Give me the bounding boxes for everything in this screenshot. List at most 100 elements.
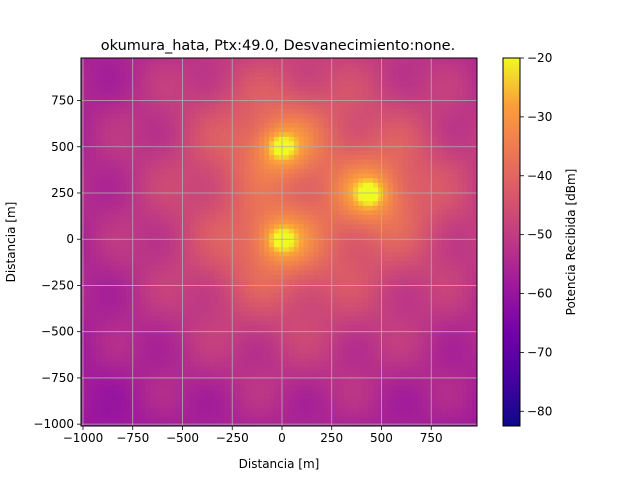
heatmap-cell [120,334,127,340]
heatmap-cell [323,163,330,169]
heatmap-cell [234,361,240,367]
heatmap-cell [234,209,240,215]
heatmap-cell [333,205,339,211]
heatmap-cell [259,361,265,367]
heatmap-cell [353,145,359,151]
heatmap-cell [358,292,364,298]
heatmap-cell [189,246,196,252]
heatmap-cell [150,205,156,211]
heatmap-cell [85,140,92,146]
heatmap-cell [189,274,196,280]
heatmap-cell [175,108,181,114]
heatmap-cell [328,154,335,160]
heatmap-cell [120,205,127,211]
heatmap-cell [100,288,107,294]
heatmap-cell [298,136,305,142]
heatmap-cell [338,140,344,146]
heatmap-cell [120,306,127,312]
heatmap-cell [298,389,305,395]
heatmap-cell [125,366,132,372]
heatmap-cell [110,150,117,156]
heatmap-cell [283,380,290,386]
heatmap-cell [363,58,369,64]
heatmap-cell [269,81,275,87]
heatmap-cell [199,182,206,188]
heatmap-cell [160,246,166,252]
heatmap-cell [100,99,107,105]
heatmap-cell [115,343,122,349]
heatmap-cell [160,177,166,183]
heatmap-cell [90,81,97,87]
heatmap-cell [199,283,206,289]
heatmap-cell [298,104,305,110]
heatmap-cell [100,398,107,404]
heatmap-cell [160,136,166,142]
heatmap-cell [204,301,211,307]
heatmap-cell [308,99,315,105]
heatmap-cell [333,315,339,321]
heatmap-cell [288,99,295,105]
heatmap-cell [283,127,290,133]
heatmap-cell [328,398,335,404]
heatmap-cell [378,407,384,413]
heatmap-cell [274,380,280,386]
heatmap-cell [333,85,339,91]
heatmap-cell [259,389,265,395]
heatmap-cell [363,370,369,376]
heatmap-cell [95,269,102,275]
heatmap-cell [150,269,156,275]
heatmap-cell [160,214,166,220]
heatmap-cell [130,380,137,386]
heatmap-cell [308,71,315,77]
heatmap-cell [150,357,156,363]
heatmap-cell [244,315,250,321]
heatmap-cell [219,62,226,68]
heatmap-cell [184,403,191,409]
heatmap-cell [244,94,250,100]
heatmap-cell [135,76,141,82]
heatmap-cell [90,228,97,234]
heatmap-cell [333,150,339,156]
heatmap-cell [175,182,181,188]
heatmap-cell [254,140,260,146]
heatmap-cell [165,108,171,114]
heatmap-cell [219,127,226,133]
heatmap-cell [269,412,275,418]
heatmap-cell [145,301,151,307]
heatmap-cell [150,361,156,367]
heatmap-cell [254,154,260,160]
heatmap-cell [274,200,280,206]
heatmap-cell [120,370,127,376]
heatmap-cell [313,228,320,234]
heatmap-cell [95,214,102,220]
heatmap-cell [95,196,102,202]
heatmap-cell [333,62,339,68]
heatmap-cell [234,90,240,96]
heatmap-cell [353,71,359,77]
heatmap-cell [353,274,359,280]
heatmap-cell [358,136,364,142]
heatmap-cell [110,214,117,220]
heatmap-cell [165,352,171,358]
heatmap-cell [313,232,320,238]
heatmap-cell [100,389,107,395]
heatmap-cell [199,403,206,409]
heatmap-cell [358,113,364,119]
heatmap-cell [125,301,132,307]
heatmap-cell [363,223,369,229]
heatmap-cell [328,265,335,271]
heatmap-cell [303,384,310,390]
heatmap-cell [293,366,300,372]
heatmap-cell [308,136,315,142]
heatmap-cell [244,283,250,289]
heatmap-cell [85,196,92,202]
heatmap-cell [353,177,359,183]
heatmap-cell [239,288,245,294]
heatmap-cell [105,62,112,68]
heatmap-cell [298,380,305,386]
heatmap-cell [199,366,206,372]
heatmap-cell [358,269,364,275]
heatmap-cell [333,232,339,238]
heatmap-cell [293,127,300,133]
heatmap-cell [387,352,394,358]
